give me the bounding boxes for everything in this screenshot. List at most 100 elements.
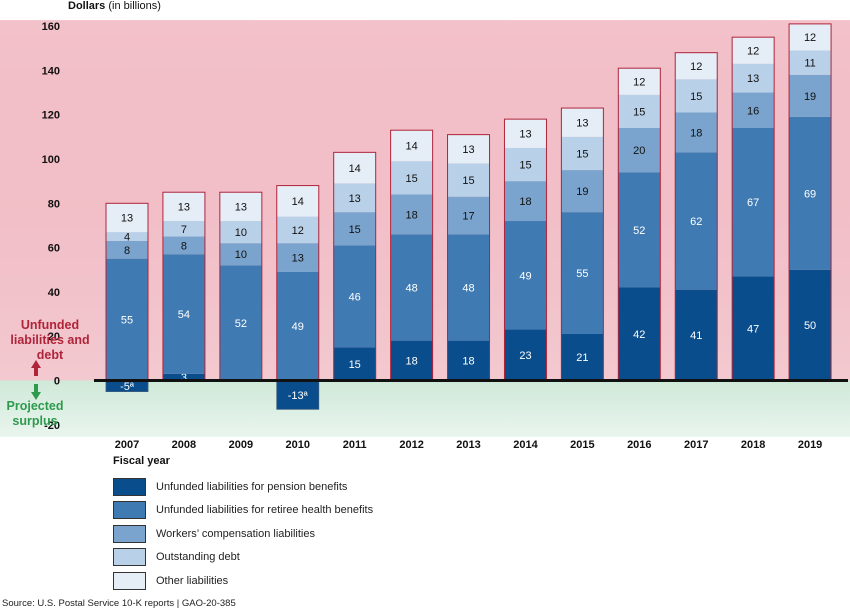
y-tick-label: 40 xyxy=(48,287,60,299)
bar-segment xyxy=(106,258,148,381)
bar-value-label: 15 xyxy=(576,148,588,160)
bar-value-label: 13 xyxy=(462,144,474,156)
bar-segment xyxy=(390,130,433,162)
x-tick-label: 2014 xyxy=(513,439,538,451)
unfunded-label: Unfunded liabilities and debt xyxy=(10,318,90,362)
bar-value-label: 15 xyxy=(462,175,474,187)
surplus-label: Projected surplus xyxy=(6,399,64,428)
bar-segment xyxy=(561,170,604,213)
bar-value-label: 13 xyxy=(519,129,531,141)
bar-segment xyxy=(732,276,775,381)
bar-segment xyxy=(333,152,376,184)
bar-value-label: 47 xyxy=(747,323,759,335)
x-axis-title: Fiscal year xyxy=(113,455,170,467)
bar-value-label: 15 xyxy=(405,173,417,185)
bar-value-label: 48 xyxy=(405,282,417,294)
bar-value-label: 19 xyxy=(804,91,816,103)
bar-value-label: 54 xyxy=(178,309,190,321)
y-tick-label: 120 xyxy=(42,110,60,122)
x-tick-label: 2013 xyxy=(456,439,480,451)
bar-segment xyxy=(276,185,319,217)
bar-segment xyxy=(390,161,433,195)
up-arrow-icon xyxy=(31,360,41,376)
bar-segment xyxy=(561,212,604,334)
bar-value-label: 52 xyxy=(235,318,247,330)
bar-value-label: 7 xyxy=(181,224,187,236)
x-tick-label: 2015 xyxy=(570,439,594,451)
bar-segment xyxy=(333,347,376,381)
legend-item-retiree-health: Unfunded liabilities for retiree health … xyxy=(113,499,373,523)
x-tick-label: 2018 xyxy=(741,439,765,451)
bar-value-label: 13 xyxy=(235,202,247,214)
bar-segment xyxy=(789,50,832,75)
bar-segment xyxy=(276,380,320,410)
bar-segment xyxy=(675,79,718,113)
legend-item-workers-comp: Workers’ compensation liabilities xyxy=(113,522,373,546)
bar-segment xyxy=(162,373,205,381)
bar-value-label: 16 xyxy=(747,105,759,117)
x-tick-label: 2011 xyxy=(343,439,367,451)
bar-segment xyxy=(732,63,775,93)
y-tick-label: 100 xyxy=(42,154,60,166)
bar-value-label: 49 xyxy=(292,321,304,333)
bar-segment xyxy=(675,112,718,153)
bar-value-label: 18 xyxy=(405,209,417,221)
bar-value-label: 62 xyxy=(690,216,702,228)
legend-swatch-other xyxy=(113,571,146,590)
bar-segment xyxy=(618,127,661,173)
y-tick-label: 60 xyxy=(48,243,60,255)
bar-segment xyxy=(447,234,490,341)
legend-swatch-pension xyxy=(113,477,146,496)
bar-value-label: 12 xyxy=(292,225,304,237)
bar-value-label: 12 xyxy=(804,32,816,44)
bar-value-label: 20 xyxy=(633,145,645,157)
bar-segment xyxy=(675,289,718,381)
bar-segment xyxy=(504,329,547,381)
bar-segment xyxy=(732,37,775,64)
bar-value-label: 12 xyxy=(690,61,702,73)
bar-value-label: 14 xyxy=(405,141,417,153)
bar-value-label: 14 xyxy=(292,196,304,208)
bar-segment xyxy=(106,240,148,259)
bar-segment xyxy=(732,127,775,277)
bar-value-label: 46 xyxy=(349,291,361,303)
bar-value-label: 3 xyxy=(181,372,187,384)
bar-value-label: 15 xyxy=(519,160,531,172)
x-tick-label: 2008 xyxy=(172,439,196,451)
y-tick-label: 0 xyxy=(54,376,60,388)
x-tick-label: 2016 xyxy=(627,439,651,451)
bar-value-label: 13 xyxy=(178,202,190,214)
bar-value-label: 55 xyxy=(121,315,133,327)
bar-value-label: 8 xyxy=(181,240,187,252)
bar-segment xyxy=(162,192,205,222)
bar-value-label: -5ª xyxy=(120,381,135,393)
bar-value-label: 13 xyxy=(292,253,304,265)
bar-value-label: 13 xyxy=(747,73,759,85)
bar-segment xyxy=(106,203,148,233)
y-tick-label: 160 xyxy=(42,21,60,33)
bar-segment xyxy=(447,340,490,381)
bar-value-label: 13 xyxy=(121,213,133,225)
bar-value-label: 4 xyxy=(124,232,130,244)
bar-segment xyxy=(162,254,205,374)
bar-segment xyxy=(561,108,604,137)
bar-segment xyxy=(390,194,433,235)
bar-value-label: 13 xyxy=(576,117,588,129)
bar-value-label: 15 xyxy=(690,91,702,103)
bar-segment xyxy=(219,221,262,244)
bar-segment xyxy=(561,136,604,171)
bar-value-label: 12 xyxy=(747,45,759,57)
bar-segment xyxy=(333,212,376,246)
legend-item-debt: Outstanding debt xyxy=(113,546,373,570)
legend-item-other: Other liabilities xyxy=(113,569,373,593)
bar-segment xyxy=(219,192,262,222)
bar-value-label: 18 xyxy=(690,127,702,139)
bar-segment xyxy=(447,196,490,235)
bar-value-label: 55 xyxy=(576,268,588,280)
x-tick-label: 2019 xyxy=(798,439,822,451)
legend-label-other: Other liabilities xyxy=(156,574,229,587)
bar-segment xyxy=(789,74,832,117)
x-tick-label: 2007 xyxy=(115,439,139,451)
y-axis-label: Dollars (in billions) xyxy=(68,0,161,12)
bar-segment xyxy=(390,234,433,341)
